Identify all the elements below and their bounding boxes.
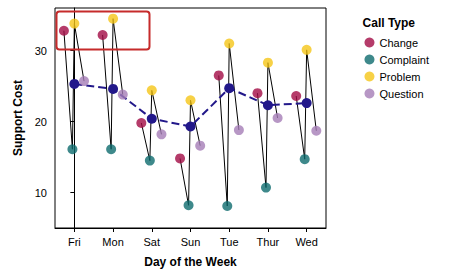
svg-text:Tue: Tue <box>220 236 239 248</box>
svg-text:Fri: Fri <box>68 236 81 248</box>
svg-text:30: 30 <box>35 45 47 57</box>
svg-text:Sat: Sat <box>144 236 161 248</box>
svg-text:Sun: Sun <box>181 236 201 248</box>
svg-text:Change: Change <box>379 37 418 49</box>
svg-text:Day of the Week: Day of the Week <box>144 255 237 269</box>
svg-text:Call Type: Call Type <box>363 16 416 30</box>
svg-text:Support Cost: Support Cost <box>11 80 25 156</box>
svg-text:Problem: Problem <box>379 71 420 83</box>
svg-text:10: 10 <box>35 187 47 199</box>
svg-text:Wed: Wed <box>295 236 317 248</box>
svg-text:Question: Question <box>379 88 423 100</box>
svg-text:20: 20 <box>35 116 47 128</box>
svg-text:Thur: Thur <box>257 236 280 248</box>
svg-text:Mon: Mon <box>102 236 123 248</box>
svg-text:Complaint: Complaint <box>379 54 429 66</box>
